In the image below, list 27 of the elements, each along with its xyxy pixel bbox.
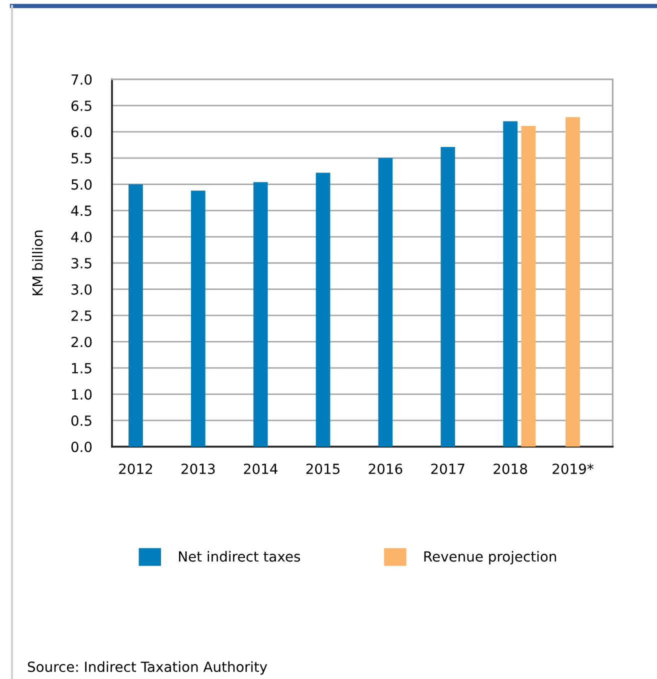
y-tick-label: 5.0 xyxy=(72,179,92,190)
x-tick-label: 2016 xyxy=(368,464,402,474)
y-tick-label: 0.5 xyxy=(71,415,92,426)
y-tick-label: 1.0 xyxy=(72,389,92,400)
source-note: Source: Indirect Taxation Authority xyxy=(28,661,268,675)
legend-label: Revenue projection xyxy=(424,550,556,564)
x-tick-label: 2014 xyxy=(244,464,278,474)
y-tick-label: 7.0 xyxy=(72,74,92,85)
x-tick-label: 2017 xyxy=(431,464,464,474)
y-tick-label: 2.5 xyxy=(71,310,92,321)
y-tick-label: 5.5 xyxy=(72,153,92,164)
y-tick-label: 0.0 xyxy=(71,442,92,452)
y-tick-label: 2.0 xyxy=(71,336,92,348)
y-tick-label: 6.5 xyxy=(71,100,92,112)
y-tick-label: 3.5 xyxy=(72,258,92,268)
y-axis-title: KM billion xyxy=(32,230,43,296)
x-tick-label: 2018 xyxy=(494,464,528,474)
x-tick-label: 2015 xyxy=(306,464,340,474)
x-tick-label: 2012 xyxy=(119,464,152,474)
y-tick-label: 4.5 xyxy=(71,206,92,216)
legend-label: Net indirect taxes xyxy=(179,550,300,562)
x-tick-label: 2019* xyxy=(552,464,594,474)
y-tick-label: 1.5 xyxy=(72,363,92,374)
y-tick-label: 6.0 xyxy=(71,126,92,138)
x-tick-label: 2013 xyxy=(182,464,215,474)
y-tick-label: 4.0 xyxy=(71,232,92,242)
y-tick-label: 3.0 xyxy=(72,284,92,295)
